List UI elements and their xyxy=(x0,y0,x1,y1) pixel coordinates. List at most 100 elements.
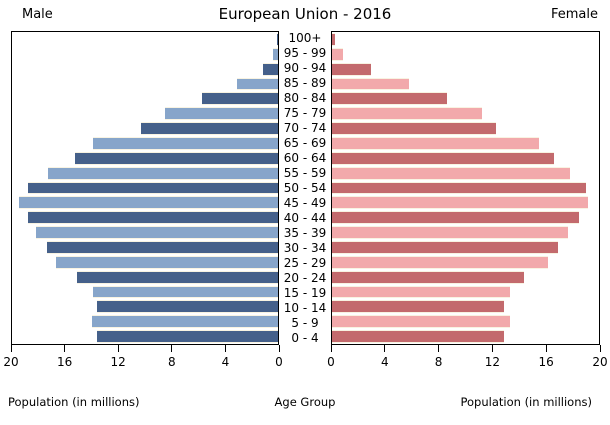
female-bar-0-4 xyxy=(332,330,505,344)
male-bar-row xyxy=(12,121,278,136)
female-bar-50-54 xyxy=(332,181,586,195)
age-group-labels-column: 100+ 95 - 99 90 - 94 85 - 89 80 - 84 75 - 79 7… xyxy=(279,31,331,345)
male-axis-tick-labels: 20 16 12 8 4 0 xyxy=(3,355,282,370)
age-group-label: 70 - 74 xyxy=(283,121,327,136)
male-bar-25-29 xyxy=(55,255,278,269)
age-group-label: 60 - 64 xyxy=(283,151,327,166)
tick-mark xyxy=(278,345,280,352)
age-group-label: 85 - 89 xyxy=(283,76,327,91)
age-group-label: 20 - 24 xyxy=(283,270,327,285)
age-group-label: 5 - 9 xyxy=(291,315,319,330)
male-bar-70-74 xyxy=(141,122,278,136)
female-bar-95-99 xyxy=(332,47,343,61)
male-bar-30-34 xyxy=(46,241,278,254)
male-bar-0-4 xyxy=(97,330,278,344)
male-bar-row xyxy=(12,225,278,240)
female-bar-row xyxy=(332,285,599,300)
tick-label: 4 xyxy=(380,355,389,369)
male-bar-45-49 xyxy=(18,196,278,210)
age-group-label: 10 - 14 xyxy=(283,300,327,315)
female-bar-row xyxy=(332,181,599,196)
tick-mark xyxy=(10,345,12,352)
tick-mark xyxy=(545,345,547,352)
tick-mark xyxy=(171,345,173,352)
female-bar-row xyxy=(332,270,599,285)
male-bar-35-39 xyxy=(35,226,278,240)
female-bar-row xyxy=(332,32,599,47)
female-bars-panel xyxy=(331,31,600,345)
tick-label: 12 xyxy=(484,355,501,369)
male-bar-row xyxy=(12,314,278,329)
tick-label: 16 xyxy=(538,355,554,369)
male-bar-row xyxy=(12,151,278,166)
female-bar-20-24 xyxy=(332,270,525,284)
tick-label: 0 xyxy=(275,355,283,369)
female-bar-30-34 xyxy=(332,241,558,254)
age-group-label: 35 - 39 xyxy=(283,225,327,240)
male-bar-5-9 xyxy=(91,315,278,329)
male-axis-ticks xyxy=(10,345,280,352)
male-bar-row xyxy=(12,329,278,344)
tick-mark xyxy=(224,345,226,352)
female-bar-row xyxy=(332,299,599,314)
female-bar-row xyxy=(332,240,599,255)
age-group-label: 15 - 19 xyxy=(283,285,327,300)
female-bar-row xyxy=(332,210,599,225)
male-bar-row xyxy=(12,136,278,151)
female-bar-row xyxy=(332,314,599,329)
male-bar-row xyxy=(12,166,278,181)
age-group-label: 40 - 44 xyxy=(283,210,327,225)
tick-label: 16 xyxy=(56,355,73,369)
female-bar-55-59 xyxy=(332,166,570,180)
male-side-label: Male xyxy=(22,7,53,22)
female-side-label: Female xyxy=(550,7,598,22)
age-group-label: 75 - 79 xyxy=(283,106,327,121)
age-group-label: 90 - 94 xyxy=(283,61,327,76)
male-bar-row xyxy=(12,195,278,210)
tick-mark xyxy=(117,345,119,352)
male-bar-55-59 xyxy=(47,166,278,180)
male-bar-85-89 xyxy=(236,77,278,91)
male-bar-row xyxy=(12,270,278,285)
female-bar-10-14 xyxy=(332,300,505,314)
male-bar-20-24 xyxy=(77,270,278,284)
male-bar-row xyxy=(12,240,278,255)
female-bar-row xyxy=(332,62,599,77)
female-bar-75-79 xyxy=(332,107,482,121)
female-bar-45-49 xyxy=(332,196,589,210)
tick-mark xyxy=(438,345,440,352)
male-bar-row xyxy=(12,255,278,270)
female-bar-85-89 xyxy=(332,77,410,91)
tick-mark xyxy=(330,345,332,352)
female-bar-row xyxy=(332,136,599,151)
age-group-label: 0 - 4 xyxy=(291,330,319,345)
male-bar-75-79 xyxy=(164,107,278,121)
male-bar-15-19 xyxy=(93,285,278,299)
male-bar-100+ xyxy=(276,33,278,46)
male-bar-row xyxy=(12,299,278,314)
tick-mark xyxy=(491,345,493,352)
age-group-label: 65 - 69 xyxy=(283,136,327,151)
male-bar-95-99 xyxy=(272,47,278,61)
male-axis-title: Population (in millions) xyxy=(8,395,140,409)
female-bar-65-69 xyxy=(332,137,539,150)
male-bars-panel xyxy=(11,31,279,345)
female-bar-5-9 xyxy=(332,315,510,329)
male-bar-row xyxy=(12,285,278,300)
tick-label: 0 xyxy=(327,355,335,369)
female-bar-100+ xyxy=(332,33,335,46)
age-group-axis-title: Age Group xyxy=(274,395,336,409)
male-bar-row xyxy=(12,210,278,225)
male-bar-row xyxy=(12,47,278,62)
female-bar-row xyxy=(332,255,599,270)
tick-label: 12 xyxy=(110,355,126,369)
male-bar-row xyxy=(12,91,278,106)
female-axis-tick-labels: 0 4 8 12 16 20 xyxy=(327,355,607,370)
tick-mark xyxy=(599,345,601,352)
tick-mark xyxy=(64,345,66,352)
female-bar-15-19 xyxy=(332,285,510,299)
tick-label: 4 xyxy=(221,355,230,369)
tick-label: 8 xyxy=(434,355,443,369)
female-bar-row xyxy=(332,121,599,136)
chart-title: European Union - 2016 xyxy=(218,5,392,23)
